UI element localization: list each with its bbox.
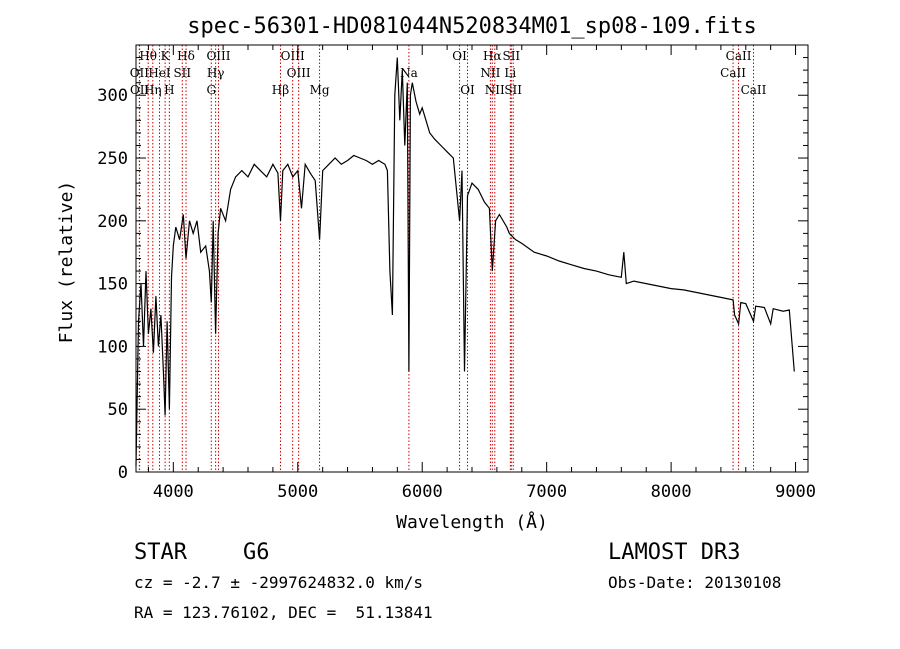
survey-name: LAMOST DR3 bbox=[608, 540, 741, 565]
redshift-text: cz = -2.7 ± -2997624832.0 km/s bbox=[134, 573, 423, 592]
spectral-line-label: Hδ bbox=[177, 49, 195, 63]
x-tick-label: 9000 bbox=[775, 482, 816, 502]
spectral-line-label: HeI bbox=[148, 66, 171, 80]
spectral-line-label: SII bbox=[502, 49, 520, 63]
coordinates: RA = 123.76102, DEC = 51.13841 bbox=[134, 603, 433, 622]
y-tick-label: 200 bbox=[97, 212, 128, 232]
spectral-line-label: Hη bbox=[144, 83, 162, 97]
x-tick-label: 5000 bbox=[277, 482, 318, 502]
spectral-line-label: Hα bbox=[483, 49, 502, 63]
plot-frame bbox=[135, 44, 809, 473]
spectral-line-label: Hθ bbox=[139, 49, 157, 63]
obs-date: Obs-Date: 20130108 bbox=[608, 573, 782, 592]
object-type: STAR bbox=[134, 540, 187, 565]
spectral-line-label: NII bbox=[480, 66, 500, 80]
y-tick-label: 100 bbox=[97, 337, 128, 357]
spectral-line-label: Hβ bbox=[272, 83, 289, 97]
spectral-line-label: OIII bbox=[281, 49, 305, 63]
spectral-line-label: OI bbox=[460, 83, 475, 97]
spectral-line-label: OII bbox=[130, 83, 150, 97]
x-tick-label: 8000 bbox=[651, 482, 692, 502]
spectral-line-label: OIII bbox=[206, 49, 230, 63]
spectral-line-label: CaII bbox=[720, 66, 746, 80]
y-tick-label: 300 bbox=[97, 86, 128, 106]
y-tick-label: 150 bbox=[97, 275, 128, 295]
spectral-line-label: OII bbox=[130, 66, 150, 80]
y-axis-label: Flux (relative) bbox=[56, 181, 77, 344]
spectral-line-label: Mg bbox=[310, 83, 330, 97]
spectral-line-label: SII bbox=[504, 83, 522, 97]
subclass: G6 bbox=[243, 540, 270, 565]
x-tick-label: 7000 bbox=[526, 482, 567, 502]
y-tick-label: 250 bbox=[97, 149, 128, 169]
spectral-line-label: H bbox=[164, 83, 174, 97]
y-tick-label: 0 bbox=[118, 463, 128, 483]
spectral-line-label: Li bbox=[504, 66, 516, 80]
axis-ticks: 4000 5000 6000 7000 8000 9000 0 50 100 150 200 250 3… bbox=[97, 45, 816, 502]
x-axis-label: Wavelength (Å) bbox=[396, 511, 548, 533]
spectrum-line bbox=[135, 57, 795, 466]
spectral-line-label: NII bbox=[485, 83, 505, 97]
spectral-line-label: CaII bbox=[741, 83, 767, 97]
x-tick-label: 4000 bbox=[153, 482, 194, 502]
spectral-line-label: OIII bbox=[287, 66, 311, 80]
spectral-line-label: Hγ bbox=[207, 66, 225, 80]
spectral-line-label: CaII bbox=[726, 49, 752, 63]
spectral-line-label: Na bbox=[400, 66, 418, 80]
y-tick-label: 50 bbox=[108, 400, 128, 420]
spectral-line-label: OI bbox=[452, 49, 467, 63]
spectrum-layer bbox=[135, 57, 795, 466]
x-tick-label: 6000 bbox=[402, 482, 443, 502]
spectral-line-markers bbox=[138, 45, 754, 472]
spectral-line-label: G bbox=[206, 83, 216, 97]
chart-title: spec-56301-HD081044N520834M01_sp08-109.f… bbox=[187, 14, 757, 39]
spectral-line-label: SII bbox=[173, 66, 191, 80]
spectral-line-label: K bbox=[161, 49, 171, 63]
